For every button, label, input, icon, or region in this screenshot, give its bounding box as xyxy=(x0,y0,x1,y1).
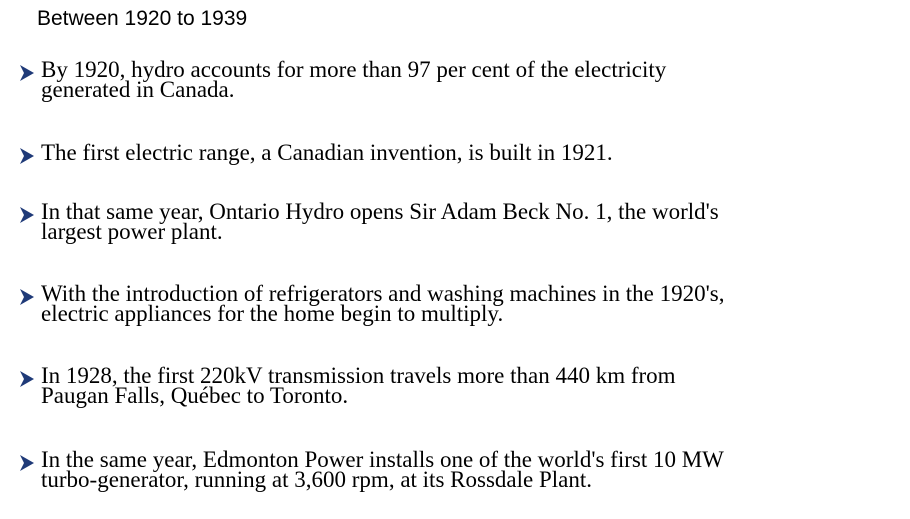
bullet-line: In that same year, Ontario Hydro opens S… xyxy=(41,199,719,224)
right-arrowhead-icon xyxy=(18,206,36,224)
bullet-line: In the same year, Edmonton Power install… xyxy=(41,447,724,472)
bullet-line: The first electric range, a Canadian inv… xyxy=(41,140,613,165)
right-arrowhead-icon xyxy=(18,288,36,306)
bullet-text: With the introduction of refrigerators a… xyxy=(41,281,903,326)
right-arrowhead-icon xyxy=(18,64,36,82)
bullet-line: With the introduction of refrigerators a… xyxy=(41,281,725,306)
right-arrowhead-icon xyxy=(18,370,36,388)
slide-heading: Between 1920 to 1939 xyxy=(37,7,248,30)
bullet-text: By 1920, hydro accounts for more than 97… xyxy=(41,57,903,102)
bullet-text: In the same year, Edmonton Power install… xyxy=(41,447,903,492)
bullet-text: In 1928, the first 220kV transmission tr… xyxy=(41,363,903,408)
bullet-line: turbo-generator, running at 3,600 rpm, a… xyxy=(41,467,592,492)
bullet-line: In 1928, the first 220kV transmission tr… xyxy=(41,363,676,388)
bullet-line: Paugan Falls, Québec to Toronto. xyxy=(41,383,349,408)
right-arrowhead-icon xyxy=(18,454,36,472)
bullet-text: The first electric range, a Canadian inv… xyxy=(41,140,903,165)
right-arrowhead-icon xyxy=(18,147,36,165)
bullet-line: electric appliances for the home begin t… xyxy=(41,301,504,326)
bullet-text: In that same year, Ontario Hydro opens S… xyxy=(41,199,903,244)
bullet-line: largest power plant. xyxy=(41,219,223,244)
bullet-line: generated in Canada. xyxy=(41,77,235,102)
bullet-line: By 1920, hydro accounts for more than 97… xyxy=(41,57,667,82)
